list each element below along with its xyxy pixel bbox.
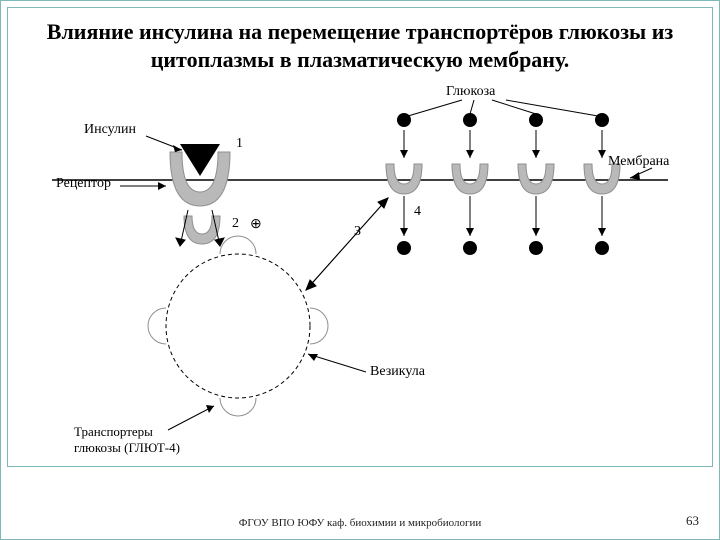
vesicle-transporters xyxy=(148,236,328,416)
step-1: 1 xyxy=(236,136,243,152)
label-receptor: Рецептор xyxy=(56,176,111,192)
label-membrane: Мембрана xyxy=(608,154,669,170)
diagram-svg xyxy=(48,94,672,454)
vesicle-circle xyxy=(166,254,310,398)
vesicle-leader xyxy=(308,354,366,372)
step-3: 3 xyxy=(354,224,361,240)
label-transporters-2: глюкозы (ГЛЮТ-4) xyxy=(74,440,180,456)
label-insulin: Инсулин xyxy=(84,122,136,138)
label-transporters-1: Транспортеры xyxy=(74,424,153,440)
slide-title: Влияние инсулина на перемещение транспор… xyxy=(8,8,712,79)
diagram-canvas: Инсулин Рецептор Глюкоза Мембрана Везику… xyxy=(48,94,672,454)
step-plus: ⊕ xyxy=(250,216,262,233)
slide-frame: Влияние инсулина на перемещение транспор… xyxy=(0,0,720,540)
content-frame: Влияние инсулина на перемещение транспор… xyxy=(7,7,713,467)
step-4: 4 xyxy=(414,204,421,220)
insulin-icon xyxy=(180,144,220,176)
step-2: 2 xyxy=(232,216,239,232)
arrow-to-membrane xyxy=(306,198,388,290)
transporter-leader xyxy=(168,406,214,430)
label-glucose: Глюкоза xyxy=(446,84,495,100)
glucose-leaders xyxy=(408,100,598,116)
insulin-receptor xyxy=(170,144,230,206)
label-vesicle: Везикула xyxy=(370,364,425,380)
footer-text: ФГОУ ВПО ЮФУ каф. биохимии и микробиолог… xyxy=(1,517,719,529)
membrane-transporters xyxy=(386,164,620,194)
page-number: 63 xyxy=(686,513,699,529)
glucose-flow xyxy=(397,113,609,255)
